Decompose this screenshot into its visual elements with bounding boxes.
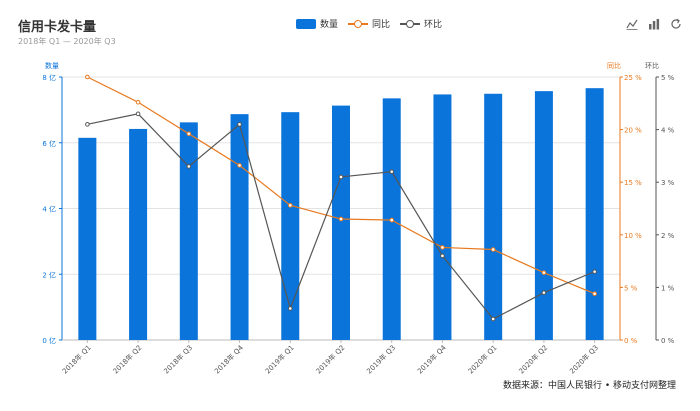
qoq-point bbox=[338, 174, 344, 180]
y-tick-label-yoy: 25 % bbox=[624, 74, 642, 82]
qoq-point bbox=[287, 306, 293, 311]
x-tick-label: 2020年 Q1 bbox=[466, 343, 499, 376]
yoy-point bbox=[541, 270, 547, 275]
legend-item-qoq[interactable]: 环比 bbox=[400, 17, 442, 30]
y-tick-label-qoq: 0 % bbox=[661, 337, 675, 345]
bar bbox=[484, 93, 503, 340]
yoy-point bbox=[186, 131, 192, 137]
y-tick-label-yoy: 20 % bbox=[624, 127, 642, 135]
chart-legend: 数量 同比 环比 bbox=[296, 17, 442, 30]
y-tick-label-qoq: 5 % bbox=[661, 74, 675, 82]
bar-chart-icon[interactable] bbox=[648, 18, 660, 30]
yoy-point bbox=[440, 245, 445, 250]
bar bbox=[534, 91, 553, 340]
qoq-point bbox=[389, 169, 395, 174]
bar bbox=[585, 88, 604, 341]
qoq-point bbox=[592, 269, 597, 274]
y-tick-label-left: 0 亿 bbox=[42, 336, 56, 345]
yoy-point bbox=[592, 291, 597, 297]
y-tick-label-left: 4 亿 bbox=[42, 205, 56, 214]
yoy-point bbox=[490, 247, 496, 252]
x-tick-label: 2019年 Q1 bbox=[263, 343, 296, 376]
y-tick-label-yoy: 0 % bbox=[624, 337, 638, 345]
legend-item-yoy[interactable]: 同比 bbox=[348, 17, 390, 30]
x-tick-label: 2018年 Q4 bbox=[212, 343, 245, 376]
y-axis-right-qoq-title: 环比 bbox=[645, 61, 659, 70]
refresh-icon[interactable] bbox=[670, 18, 682, 30]
y-tick-label-left: 6 亿 bbox=[42, 139, 56, 148]
bar bbox=[281, 112, 300, 341]
data-source: 数据来源：中国人民银行 • 移动支付网整理 bbox=[502, 381, 676, 391]
line-chart-icon[interactable] bbox=[626, 18, 638, 30]
qoq-point bbox=[490, 316, 496, 322]
x-tick-label: 2018年 Q2 bbox=[111, 343, 144, 376]
x-tick-label: 2018年 Q1 bbox=[60, 343, 93, 376]
yoy-point bbox=[237, 163, 242, 168]
yoy-point bbox=[135, 99, 141, 105]
qoq-point bbox=[541, 290, 547, 295]
legend-swatch-line bbox=[400, 19, 421, 29]
x-tick-label: 2020年 Q3 bbox=[568, 343, 601, 376]
legend-label: 数量 bbox=[320, 20, 339, 30]
bar bbox=[433, 94, 452, 340]
y-tick-label-qoq: 3 % bbox=[661, 179, 675, 187]
y-tick-label-qoq: 1 % bbox=[661, 284, 675, 292]
bar bbox=[179, 122, 198, 341]
y-tick-label-yoy: 10 % bbox=[624, 232, 642, 240]
bar bbox=[230, 114, 249, 341]
qoq-point bbox=[186, 164, 192, 169]
chart-title: 信用卡发卡量 bbox=[18, 20, 97, 35]
yoy-point bbox=[287, 203, 293, 208]
y-axis-right-yoy-title: 同比 bbox=[607, 61, 621, 70]
yoy-point bbox=[389, 217, 395, 223]
x-tick-label: 2019年 Q2 bbox=[314, 343, 347, 376]
legend-item-quantity[interactable]: 数量 bbox=[296, 17, 338, 30]
y-axis-left-title: 数量 bbox=[45, 61, 59, 70]
x-tick-label: 2019年 Q4 bbox=[415, 343, 448, 376]
y-tick-label-qoq: 4 % bbox=[661, 127, 675, 135]
bar bbox=[129, 128, 148, 340]
yoy-point bbox=[85, 74, 90, 80]
chart-subtitle: 2018年 Q1 — 2020年 Q3 bbox=[18, 37, 116, 46]
qoq-point bbox=[237, 122, 242, 127]
y-tick-label-left: 8 亿 bbox=[42, 73, 56, 82]
y-tick-label-yoy: 15 % bbox=[624, 179, 642, 187]
x-tick-label: 2019年 Q3 bbox=[365, 343, 398, 376]
legend-swatch-line bbox=[348, 19, 369, 29]
bar bbox=[78, 137, 97, 340]
y-tick-label-qoq: 2 % bbox=[661, 232, 675, 240]
x-tick-label: 2020年 Q2 bbox=[517, 343, 550, 376]
y-tick-label-yoy: 5 % bbox=[624, 284, 638, 292]
qoq-point bbox=[135, 111, 141, 117]
y-tick-label-left: 2 亿 bbox=[42, 270, 56, 279]
yoy-point bbox=[338, 216, 344, 222]
qoq-point bbox=[440, 253, 445, 259]
legend-label: 环比 bbox=[424, 20, 443, 30]
qoq-point bbox=[85, 122, 90, 127]
legend-label: 同比 bbox=[372, 20, 391, 30]
chart-toolbar bbox=[626, 18, 682, 30]
x-tick-label: 2018年 Q3 bbox=[162, 343, 195, 376]
legend-swatch-bar bbox=[296, 18, 316, 29]
bar bbox=[332, 105, 350, 340]
